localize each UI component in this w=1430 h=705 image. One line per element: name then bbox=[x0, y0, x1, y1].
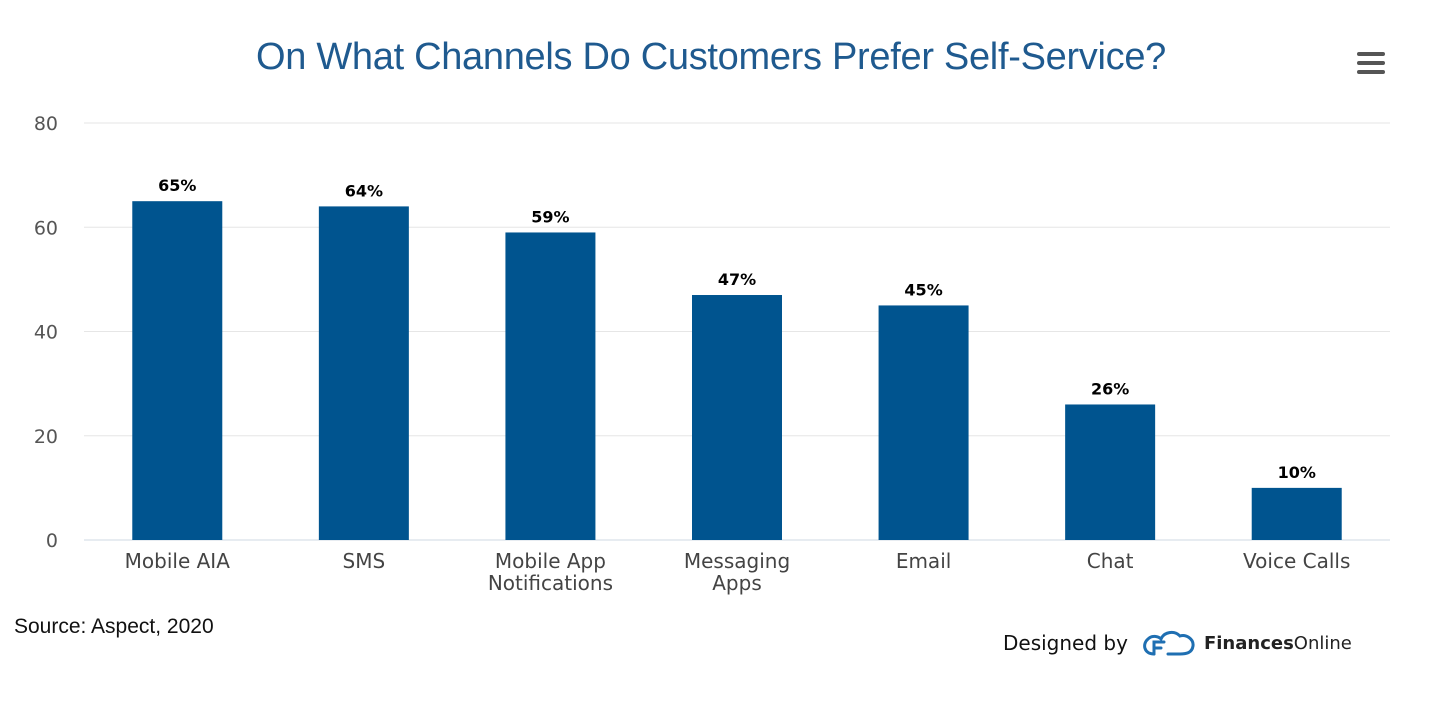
bar bbox=[1251, 487, 1342, 540]
brand-name-regular: Online bbox=[1293, 632, 1352, 654]
y-tick-label: 0 bbox=[46, 530, 58, 552]
x-tick-label: Voice Calls bbox=[1243, 549, 1350, 573]
x-tick-label: Mobile AIA bbox=[125, 549, 231, 573]
data-label: 59% bbox=[531, 207, 569, 226]
bar bbox=[878, 305, 969, 540]
x-tick-label: Apps bbox=[712, 571, 762, 595]
menu-line bbox=[1357, 70, 1385, 74]
y-tick-label: 40 bbox=[34, 322, 58, 344]
data-label: 65% bbox=[158, 176, 196, 195]
bar bbox=[692, 295, 782, 540]
chart-title: On What Channels Do Customers Prefer Sel… bbox=[255, 36, 1167, 78]
x-tick-label: Chat bbox=[1087, 549, 1134, 573]
x-tick-label: Messaging bbox=[684, 549, 790, 573]
data-labels: 65% 64% 59% 47% 45% 26% 10% bbox=[158, 176, 1316, 482]
x-tick-label: Mobile App bbox=[495, 549, 606, 573]
x-tick-label: Notifications bbox=[488, 571, 613, 595]
menu-line bbox=[1357, 52, 1385, 56]
designed-by-credit: Designed by FinancesOnline bbox=[1003, 626, 1352, 660]
x-tick-label: SMS bbox=[343, 549, 386, 573]
y-axis: 0 20 40 60 80 bbox=[34, 113, 58, 552]
data-label: 64% bbox=[345, 181, 383, 200]
hamburger-menu-icon[interactable] bbox=[1357, 52, 1387, 76]
menu-line bbox=[1357, 61, 1385, 65]
x-tick-label: Email bbox=[896, 549, 952, 573]
y-tick-label: 60 bbox=[34, 217, 58, 239]
data-label: 45% bbox=[904, 280, 942, 299]
bar bbox=[1065, 404, 1156, 540]
y-tick-label: 20 bbox=[34, 426, 58, 448]
data-label: 26% bbox=[1091, 379, 1129, 398]
data-label: 47% bbox=[718, 270, 756, 289]
bar bbox=[505, 232, 596, 540]
brand-name: FinancesOnline bbox=[1204, 633, 1352, 654]
bar bbox=[318, 206, 409, 540]
financesonline-logo-icon bbox=[1143, 630, 1195, 656]
source-note: Source: Aspect, 2020 bbox=[14, 615, 214, 638]
bars bbox=[132, 201, 1342, 540]
data-label: 10% bbox=[1278, 463, 1316, 482]
brand-name-bold: Finances bbox=[1203, 632, 1294, 654]
y-tick-label: 80 bbox=[34, 113, 58, 135]
designed-by-text: Designed by bbox=[1003, 631, 1128, 655]
bar bbox=[132, 201, 223, 540]
